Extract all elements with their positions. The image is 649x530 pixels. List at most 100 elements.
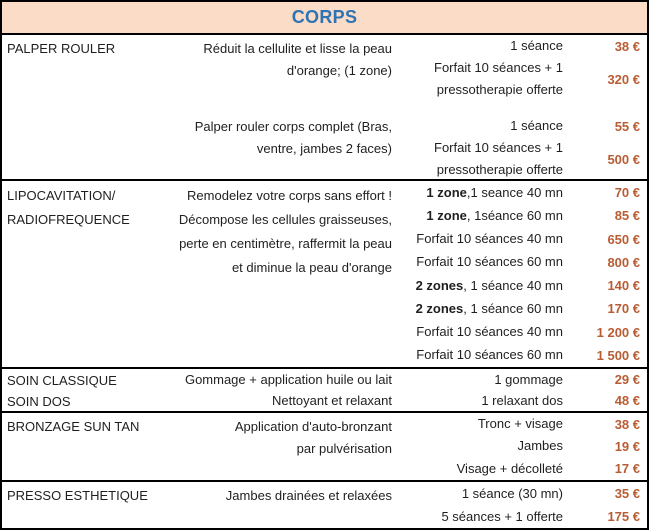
service-name: BRONZAGE SUN TAN (2, 413, 168, 480)
description-block-b: Palper rouler corps complet (Bras, ventr… (168, 116, 392, 160)
session-label: 1 zone,1 seance 40 mn (426, 184, 563, 200)
description-line: Palper rouler corps complet (Bras, (194, 119, 392, 134)
price-value: 1 200 € (596, 324, 640, 340)
price-row: 1 zone, 1séance 60 mn 85 € (398, 204, 647, 227)
service-description: Jambes drainées et relaxées (168, 482, 398, 528)
service-name-line: LIPOCAVITATION/ (7, 188, 116, 203)
session-label: 1 séance (30 mn) (461, 485, 563, 501)
session-label: Forfait 10 séances 40 mn (416, 324, 563, 340)
price-row: Forfait 10 séances 60 mn 800 € (398, 251, 647, 274)
price-row: 5 séances + 1 offerte 175 € (398, 505, 647, 528)
description-line: Décompose les cellules graisseuses, (178, 212, 392, 227)
session-label: Forfait 10 séances 60 mn (416, 254, 563, 270)
price-value: 175 € (607, 509, 640, 524)
service-name-line: SOIN DOS (7, 394, 71, 409)
price-value: 17 € (614, 461, 640, 477)
price-rows: 1 séance (30 mn) 35 € 5 séances + 1 offe… (398, 482, 647, 528)
service-name-line: PALPER ROULER (7, 41, 116, 56)
price-value: 70 € (614, 185, 640, 201)
price-row: Tronc + visage 38 € (398, 413, 647, 435)
description-line: par pulvérisation (296, 441, 392, 456)
price-rows: 1 séance 38 € Forfait 10 séances + 1 pre… (398, 35, 647, 179)
session-label: 1 gommage (494, 371, 563, 387)
description-block-a: Réduit la cellulite et lisse la peau d'o… (168, 38, 392, 82)
service-name: SOIN CLASSIQUE SOIN DOS (2, 369, 168, 411)
session-label: Forfait 10 séances 40 mn (416, 231, 563, 247)
description-line: Gommage + application huile ou lait (184, 372, 392, 387)
session-line: Forfait 10 séances + 1 (434, 60, 563, 75)
price-rows: Gommage + application huile ou lait 1 go… (168, 369, 647, 411)
section-palper-rouler: PALPER ROULER Réduit la cellulite et lis… (2, 35, 647, 181)
price-value: 38 € (614, 38, 640, 54)
price-row: 1 zone,1 seance 40 mn 70 € (398, 181, 647, 204)
price-value: 170 € (607, 301, 640, 317)
price-value: 19 € (614, 438, 640, 454)
price-value: 800 € (607, 254, 640, 270)
price-value: 140 € (607, 278, 640, 294)
price-row: Gommage + application huile ou lait 1 go… (168, 369, 647, 390)
session-label: Jambes (517, 438, 563, 454)
session-label: Visage + décolleté (456, 460, 563, 476)
description-line: Nettoyant et relaxant (272, 393, 392, 408)
session-label: 1 séance (510, 38, 563, 53)
page-title: CORPS (291, 7, 358, 27)
session-label: 2 zones, 1 séance 60 mn (415, 300, 563, 316)
price-row: Visage + décolleté 17 € (398, 458, 647, 480)
price-row: Forfait 10 séances 60 mn 1 500 € (398, 344, 647, 367)
table-header: CORPS (2, 2, 647, 35)
session-label: 1 séance (510, 118, 563, 133)
price-value: 85 € (614, 208, 640, 224)
price-value: 500 € (607, 151, 640, 167)
price-value: 650 € (607, 231, 640, 247)
session-label: Forfait 10 séances + 1 pressotherapie of… (398, 137, 571, 181)
section-soin-classique-dos: SOIN CLASSIQUE SOIN DOS Gommage + applic… (2, 369, 647, 413)
session-label: 1 relaxant dos (481, 392, 563, 408)
price-row: Forfait 10 séances 40 mn 1 200 € (398, 321, 647, 344)
description-line: d'orange; (1 zone) (286, 63, 392, 78)
price-row: Nettoyant et relaxant 1 relaxant dos 48 … (168, 390, 647, 411)
section-lipocavitation-radiofrequence: LIPOCAVITATION/ RADIOFREQUENCE Remodelez… (2, 181, 647, 369)
price-row: 2 zones, 1 séance 40 mn 140 € (398, 274, 647, 297)
section-presso-esthetique: PRESSO ESTHETIQUE Jambes drainées et rel… (2, 482, 647, 528)
description-line: Application d'auto-bronzant (234, 419, 392, 434)
service-name: LIPOCAVITATION/ RADIOFREQUENCE (2, 181, 168, 367)
price-value: 29 € (614, 372, 640, 387)
price-value: 55 € (614, 118, 640, 134)
price-value: 320 € (607, 71, 640, 87)
session-line: Forfait 10 séances + 1 (434, 140, 563, 155)
session-label: Forfait 10 séances + 1 pressotherapie of… (398, 57, 571, 101)
session-label: 5 séances + 1 offerte (441, 508, 563, 524)
service-name: PRESSO ESTHETIQUE (2, 482, 168, 528)
description-line: ventre, jambes 2 faces) (256, 141, 392, 156)
description-line: perte en centimètre, raffermit la peau (179, 236, 392, 251)
session-label: Forfait 10 séances 60 mn (416, 347, 563, 363)
section-bronzage-sun-tan: BRONZAGE SUN TAN Application d'auto-bron… (2, 413, 647, 482)
price-value: 48 € (614, 393, 640, 408)
session-line: pressotherapie offerte (436, 82, 563, 97)
service-name-line: PRESSO ESTHETIQUE (7, 488, 148, 503)
description-line: et diminue la peau d'orange (231, 260, 392, 275)
price-row: Forfait 10 séances + 1 pressotherapie of… (398, 137, 647, 181)
price-value: 38 € (614, 416, 640, 432)
price-row: Forfait 10 séances 40 mn 650 € (398, 228, 647, 251)
price-rows: 1 zone,1 seance 40 mn 70 € 1 zone, 1séan… (398, 181, 647, 367)
service-description: Réduit la cellulite et lisse la peau d'o… (168, 35, 398, 179)
service-description: Application d'auto-bronzant par pulvéris… (168, 413, 398, 480)
service-name-line: RADIOFREQUENCE (7, 212, 130, 227)
price-row: 1 séance 38 € (398, 35, 647, 57)
price-row: 1 séance (30 mn) 35 € (398, 482, 647, 505)
service-name: PALPER ROULER (2, 35, 168, 179)
service-description: Remodelez votre corps sans effort ! Déco… (168, 181, 398, 367)
price-row: 2 zones, 1 séance 60 mn 170 € (398, 297, 647, 320)
description-line: Jambes drainées et relaxées (225, 488, 392, 503)
description-line: Réduit la cellulite et lisse la peau (203, 41, 392, 56)
price-row: 1 séance 55 € (398, 115, 647, 137)
service-name-line: BRONZAGE SUN TAN (7, 419, 140, 434)
price-row: Jambes 19 € (398, 435, 647, 457)
service-name-line: SOIN CLASSIQUE (7, 373, 117, 388)
session-label: Tronc + visage (477, 416, 563, 432)
session-label: 2 zones, 1 séance 40 mn (415, 277, 563, 293)
description-line: Remodelez votre corps sans effort ! (187, 188, 392, 203)
session-line: pressotherapie offerte (436, 162, 563, 177)
